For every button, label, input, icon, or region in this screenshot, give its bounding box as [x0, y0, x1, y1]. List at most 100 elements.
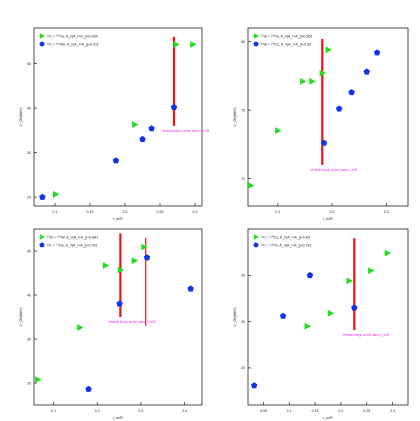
x-tick-label: 0.1	[51, 409, 56, 413]
annotation-text: Vertical line(s) at the same r_m/R	[108, 320, 156, 324]
triangle-point	[77, 324, 84, 331]
pentagon-point	[170, 103, 178, 110]
x-tick-label: 0.3	[384, 210, 389, 214]
plot-frame	[33, 27, 203, 207]
x-tick-label: 0.15	[312, 409, 319, 413]
triangle-point	[117, 266, 125, 274]
x-tick-label: 0.2	[330, 210, 335, 214]
chart-panel-bottom-right: 0.05 0.1 0.15 0.2 0.25 0.3 20 25 30 r_m/R V_CB(MeV…	[218, 223, 418, 421]
x-tick-label: 0.1	[287, 409, 292, 413]
pentagon-point	[373, 49, 381, 56]
pentagon-point	[139, 135, 146, 142]
legend-label: ²⁸Si + ¹³³Cs, A_i/(A_i+A_j)≈0.83	[261, 42, 311, 46]
x-axis-label: r_m/R	[113, 416, 123, 420]
legend-label: ¹²C + ¹⁸¹Ta, A_i/(A_i+A_j)≈0.934	[47, 34, 98, 38]
legend-label: ¹²C + ¹⁰⁰Mo, A_i/(A_i+A_j)≈0.911	[47, 42, 99, 46]
pentagon-point	[187, 285, 194, 292]
x-tick-label: 0.2	[95, 409, 100, 413]
chart-svg: 0.1 0.15 0.2 0.25 0.3 20 30 40 50 r_m/R V_CB(MeV) ¹…	[19, 27, 210, 221]
annotation-text: Vertical line(s) at the same r_m/R	[162, 129, 210, 133]
pentagon-point	[351, 304, 358, 311]
x-tick-label: 0.05	[260, 409, 267, 413]
chart-svg: 0.1 0.2 0.3 70 75 80 r_m/R V_CB(MeV) ²⁸Si + ¹⁸²T…	[233, 27, 409, 221]
x-tick-label: 0.3	[390, 409, 395, 413]
triangle-point	[247, 182, 255, 189]
pentagon-point	[143, 254, 151, 261]
chart-panel-top-right: 0.1 0.2 0.3 70 75 80 r_m/R V_CB(MeV) ²⁸Si + ¹⁸²T…	[218, 20, 418, 222]
y-tick-label: 20	[27, 381, 31, 385]
y-tick-label: 20	[27, 195, 31, 199]
triangle-point	[275, 127, 282, 135]
legend-label: ²⁸Si + ¹⁸²Ta, A_i/(A_i+A_j)≈0.861	[261, 34, 313, 38]
x-axis-label: r_m/R	[323, 217, 333, 221]
pentagon-point	[112, 157, 120, 164]
legend-pentagon-marker	[39, 242, 45, 248]
chart-svg: 0.1 0.2 0.3 0.4 20 30 40 50 r_m/R V_CB(MeV) ²⁸Si +…	[19, 228, 203, 420]
chart-svg: 0.05 0.1 0.15 0.2 0.25 0.3 20 25 30 r_m/R V_CB(MeV…	[233, 228, 409, 420]
pentagon-point	[335, 105, 343, 112]
triangle-point	[132, 121, 139, 128]
triangle-point	[304, 322, 312, 330]
legend-label: ¹²C + ⁷⁴Ge, A_i/(A_i+A_j)≈0.761	[47, 243, 98, 247]
pentagon-point	[251, 382, 258, 389]
chart-panel-top-left: 0.1 0.15 0.2 0.25 0.3 20 30 40 50 r_m/R V_CB(MeV) ¹…	[6, 20, 214, 222]
legend-pentagon-marker	[39, 41, 45, 47]
y-tick-label: 80	[241, 40, 245, 44]
pentagon-point	[39, 193, 46, 200]
x-tick-label: 0.2	[123, 210, 128, 214]
x-axis-label: r_m/R	[113, 217, 123, 221]
legend-label: ¹²C + ¹³³Cs, A_i/(A_i+A_j)≈0.83	[261, 235, 310, 239]
pentagon-point	[116, 300, 123, 307]
triangle-point	[35, 376, 42, 383]
triangle-point	[309, 78, 316, 85]
triangle-point	[141, 243, 148, 251]
y-tick-label: 50	[27, 62, 31, 66]
triangle-point	[325, 46, 333, 54]
y-tick-label: 20	[241, 366, 245, 370]
annotation-text: Vertical line(s) at the same r_m/R	[342, 333, 390, 337]
x-tick-label: 0.2	[338, 409, 343, 413]
y-tick-label: 75	[241, 108, 245, 112]
x-tick-label: 0.3	[138, 409, 143, 413]
y-axis-label: V_CB(MeV)	[233, 307, 237, 326]
x-tick-label: 0.1	[275, 210, 280, 214]
pentagon-point	[148, 125, 155, 132]
x-tick-label: 0.1	[53, 210, 58, 214]
x-tick-label: 0.4	[182, 409, 187, 413]
chart-panel-bottom-left: 0.1 0.2 0.3 0.4 20 30 40 50 r_m/R V_CB(MeV) ²⁸Si +…	[6, 223, 214, 421]
y-tick-label: 25	[241, 320, 245, 324]
x-tick-label: 0.3	[193, 210, 198, 214]
triangle-point	[327, 309, 335, 317]
legend-label: ²⁸Si + ¹⁸⁴W, A_i/(A_i+A_j)≈0.861	[47, 235, 98, 239]
y-axis-label: V_CB(MeV)	[19, 307, 23, 326]
legend-triangle-marker	[253, 234, 260, 240]
annotation-text: Vertical line(s) at the same r_m/R	[310, 168, 358, 172]
plot-frame	[247, 228, 409, 406]
legend-label: ¹²C + ¹³⁰Te, A_i/(A_i+A_j)≈0.781	[261, 243, 312, 247]
triangle-point	[384, 249, 392, 257]
legend-pentagon-marker	[253, 242, 259, 248]
y-tick-label: 30	[27, 337, 31, 341]
triangle-point	[102, 262, 110, 269]
y-axis-label: V_CB(MeV)	[19, 107, 23, 126]
y-axis-label: V_CB(MeV)	[233, 107, 237, 126]
triangle-point	[173, 41, 180, 48]
y-tick-label: 50	[27, 249, 31, 253]
triangle-point	[319, 69, 327, 77]
pentagon-point	[348, 89, 355, 96]
triangle-point	[52, 191, 60, 198]
triangle-point	[131, 257, 139, 265]
pentagon-point	[320, 139, 328, 146]
y-tick-label: 40	[27, 293, 31, 297]
pentagon-point	[363, 68, 370, 75]
plot-frame	[33, 228, 203, 406]
y-tick-label: 70	[241, 177, 245, 181]
pentagon-point	[279, 312, 287, 319]
pentagon-point	[85, 385, 92, 392]
legend-triangle-marker	[39, 33, 46, 39]
y-tick-label: 30	[241, 274, 245, 278]
y-tick-label: 40	[27, 106, 31, 110]
x-tick-label: 0.25	[157, 210, 164, 214]
triangle-point	[368, 267, 375, 275]
x-tick-label: 0.15	[87, 210, 94, 214]
